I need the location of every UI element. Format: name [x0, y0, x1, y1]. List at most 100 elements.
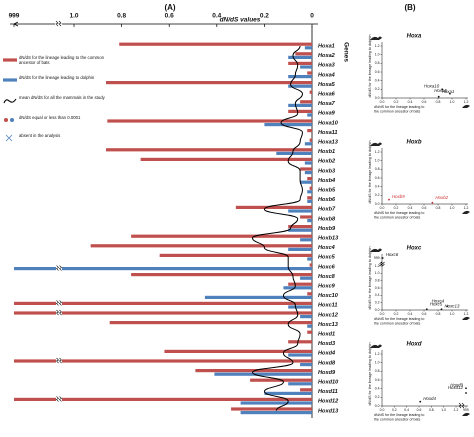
x-tick-label: 0.0 — [380, 408, 385, 412]
gene-label: Hoxa2 — [318, 53, 336, 59]
point-label: Hoxd4 — [423, 396, 436, 401]
legend-swatch — [3, 78, 17, 82]
y-tick-label: 1.0 — [375, 271, 380, 275]
x-axis-title: the common ancestor of bats — [374, 321, 421, 325]
bar — [240, 401, 312, 405]
bar — [288, 228, 312, 232]
x-tick-label: 1.0 — [69, 13, 78, 20]
point-label: Hoxa10 — [424, 83, 440, 88]
x-tick-label: 0.8 — [117, 13, 126, 20]
bar — [309, 90, 312, 94]
gene-label: Hoxb4 — [318, 178, 336, 184]
point — [441, 88, 444, 91]
bar — [307, 292, 312, 296]
y-tick-label: 0.2 — [375, 193, 380, 197]
bar — [81, 81, 312, 85]
x-tick-label: 0.4 — [212, 13, 221, 20]
x-tick-label: 1.2 — [464, 312, 469, 316]
legend-wrap: mean dN/dS for all the mammals in the st… — [19, 95, 105, 100]
bar — [307, 129, 312, 133]
gene-label: Hoxb8 — [318, 216, 336, 222]
gene-label: Hoxb7 — [318, 207, 336, 213]
corner-icon — [370, 36, 382, 40]
point-label: Hoxc5 — [430, 301, 443, 306]
gene-label: Hoxb5 — [318, 187, 336, 193]
plot-title: Hoxc — [407, 246, 422, 252]
y-tick-label: 1.0 — [375, 361, 380, 365]
gene-label: Hoxd13 — [318, 408, 339, 414]
x-axis-title: dN/dS for the lineage leading to — [374, 317, 424, 321]
bar — [300, 215, 312, 219]
gene-label: Hoxa1 — [318, 43, 335, 49]
point — [425, 308, 428, 311]
bar — [14, 148, 312, 152]
bar — [288, 282, 312, 286]
bar — [288, 209, 312, 213]
bar — [14, 397, 312, 401]
axis-break — [55, 265, 63, 271]
point — [419, 400, 422, 403]
bar — [140, 157, 312, 161]
gene-label: Hoxa5 — [318, 82, 336, 88]
break-gap — [56, 301, 62, 306]
bar — [295, 52, 312, 56]
bar — [119, 42, 312, 46]
axis-break — [55, 357, 63, 364]
y-tick-label: 0.0 — [375, 308, 380, 312]
corner-icon — [370, 344, 382, 348]
y-tick-label: 1.0 — [375, 53, 380, 57]
gene-label: Hoxd11 — [318, 389, 338, 395]
x-tick-label: 0.6 — [417, 408, 422, 412]
x-tick-label: 1.0 — [450, 206, 455, 210]
x-tick-label: 0.2 — [394, 206, 399, 210]
bar — [14, 311, 312, 315]
gene-label: Hoxc12 — [318, 312, 339, 318]
bar — [288, 55, 312, 59]
point-label: Hoxa5 — [434, 88, 447, 93]
bar — [307, 199, 312, 203]
x-axis-title: the common ancestor of bats — [374, 109, 421, 113]
y-tick-label: 0.4 — [375, 185, 380, 189]
y-tick-label: 0.0 — [375, 404, 380, 408]
bar — [300, 315, 312, 319]
bar — [307, 196, 312, 200]
point — [465, 392, 467, 394]
x-tick-label: 0.4 — [408, 206, 413, 210]
gene-label: Hoxb3 — [318, 168, 336, 174]
gene-label: Hoxa7 — [318, 101, 336, 107]
point — [381, 257, 384, 259]
x-tick-label: 0.0 — [380, 312, 385, 316]
x-tick-label: 1.0 — [441, 408, 446, 412]
axis-break — [379, 261, 385, 267]
axis-break — [55, 396, 63, 402]
x-tick-label: 1.0 — [450, 100, 455, 104]
x-axis-title: the common ancestor of bats — [374, 417, 421, 421]
legend: dN/dS for the lineage leading to the com… — [2, 52, 106, 174]
mean-line — [251, 45, 303, 411]
x-tick-label: 0.2 — [392, 408, 397, 412]
y-axis-title: dN/dS for the lineage leading to dolphin — [368, 247, 372, 310]
bar — [288, 75, 312, 79]
bar — [304, 161, 312, 165]
legend-text: absent in the analysis — [19, 133, 61, 138]
point-label: Hoxd9 — [450, 382, 463, 387]
point-label: Hoxc6 — [386, 252, 399, 257]
gene-label: Hoxa3 — [318, 63, 336, 69]
y-tick-label: 0.6 — [375, 286, 380, 290]
y-tick-label: 0.8 — [375, 369, 380, 373]
bar — [288, 109, 312, 113]
bar — [300, 276, 312, 280]
x-axis-title: the common ancestor of bats — [374, 215, 421, 219]
bar — [264, 123, 312, 127]
point-label: Hoxb9 — [392, 194, 405, 199]
y-axis-title: Genes — [342, 42, 349, 62]
legend-dot — [4, 118, 8, 122]
bar — [307, 71, 312, 75]
y-tick-label: 1.0 — [375, 159, 380, 163]
bar — [304, 46, 312, 50]
y-tick-label: 0.6 — [375, 70, 380, 74]
bar — [307, 219, 312, 223]
bar — [14, 301, 312, 305]
gene-label: Hoxc9 — [318, 283, 336, 289]
